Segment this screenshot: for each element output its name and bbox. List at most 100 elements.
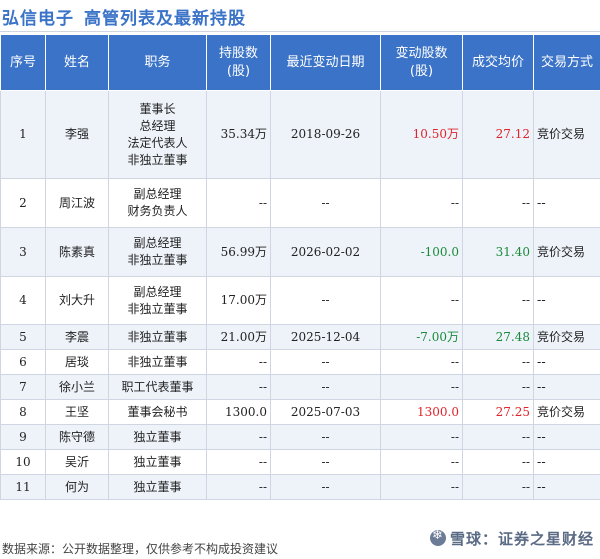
table-row: 2 周江波 副总经理 财务负责人 -- -- -- -- -- bbox=[0, 178, 600, 228]
cell-method: -- bbox=[533, 349, 600, 375]
role-line: 副总经理 bbox=[133, 284, 182, 299]
cell-no: 4 bbox=[0, 276, 46, 325]
table-row: 4 刘大升 副总经理 非独立董事 17.00万 -- -- -- -- bbox=[0, 276, 600, 325]
cell-role: 非独立董事 bbox=[108, 349, 207, 375]
cell-price: 27.48 bbox=[462, 324, 534, 350]
role-line: 董事长 bbox=[139, 101, 176, 116]
role-line: 总经理 bbox=[139, 118, 176, 133]
cell-no: 3 bbox=[0, 227, 46, 277]
table-row: 5 李震 非独立董事 21.00万 2025-12-04 -7.00万 27.48 竞价交易 bbox=[0, 324, 600, 350]
col-header-text: 姓名 bbox=[63, 54, 90, 70]
cell-price: -- bbox=[462, 374, 534, 400]
cell-price: -- bbox=[462, 424, 534, 450]
cell-no: 7 bbox=[0, 374, 46, 400]
role-line: 独立董事 bbox=[133, 454, 182, 469]
cell-date: -- bbox=[270, 424, 381, 450]
col-header-text: (股) bbox=[226, 63, 251, 79]
cell-change: -- bbox=[380, 474, 463, 500]
cell-date: -- bbox=[270, 178, 381, 228]
cell-method: -- bbox=[533, 424, 600, 450]
cell-change: 10.50万 bbox=[380, 90, 463, 179]
cell-method: -- bbox=[533, 178, 600, 228]
cell-price: -- bbox=[462, 474, 534, 500]
cell-no: 1 bbox=[0, 90, 46, 179]
cell-role: 独立董事 bbox=[108, 449, 207, 475]
cell-name: 李震 bbox=[45, 324, 109, 350]
role-line: 非独立董事 bbox=[127, 354, 188, 369]
cell-no: 10 bbox=[0, 449, 46, 475]
cell-shares: -- bbox=[206, 178, 271, 228]
role-line: 副总经理 bbox=[133, 236, 182, 250]
cell-method: 竞价交易 bbox=[533, 90, 600, 179]
cell-role: 董事会秘书 bbox=[108, 399, 207, 425]
cell-role: 职工代表董事 bbox=[108, 374, 207, 400]
company-name: 弘信电子 bbox=[2, 8, 74, 29]
cell-method: -- bbox=[533, 474, 600, 500]
role-line: 董事会秘书 bbox=[127, 404, 188, 419]
table-body: 1 李强 董事长 总经理 法定代表人 非独立董事 35.34万 2018-09-26 10.50… bbox=[0, 90, 600, 500]
col-header-text: 交易方式 bbox=[540, 54, 593, 70]
cell-change: -- bbox=[380, 276, 463, 325]
role-line: 非独立董事 bbox=[127, 253, 188, 267]
cell-change: -- bbox=[380, 424, 463, 450]
cell-name: 陈守德 bbox=[45, 424, 109, 450]
col-header-date: 最近变动日期 bbox=[270, 34, 381, 91]
cell-role: 独立董事 bbox=[108, 474, 207, 500]
col-header-text: 序号 bbox=[9, 54, 36, 70]
title-bar: 弘信电子 高管列表及最新持股 bbox=[0, 0, 600, 32]
cell-price: 31.40 bbox=[462, 227, 534, 277]
cell-role: 副总经理 非独立董事 bbox=[108, 227, 207, 277]
table-row: 9 陈守德 独立董事 -- -- -- -- -- bbox=[0, 424, 600, 450]
cell-date: -- bbox=[270, 374, 381, 400]
col-header-change: 变动股数 (股) bbox=[380, 34, 463, 91]
cell-price: 27.25 bbox=[462, 399, 534, 425]
col-header-role: 职务 bbox=[108, 34, 207, 91]
cell-shares: 56.99万 bbox=[206, 227, 271, 277]
role-line: 非独立董事 bbox=[127, 301, 188, 316]
cell-change: 1300.0 bbox=[380, 399, 463, 425]
cell-date: -- bbox=[270, 474, 381, 500]
role-line: 非独立董事 bbox=[127, 152, 188, 167]
role-line: 非独立董事 bbox=[127, 329, 188, 344]
col-header-text: 最近变动日期 bbox=[286, 54, 365, 70]
cell-method: -- bbox=[533, 276, 600, 325]
cell-method: -- bbox=[533, 374, 600, 400]
cell-shares: 17.00万 bbox=[206, 276, 271, 325]
col-header-text: 成交均价 bbox=[471, 54, 524, 70]
role-line: 独立董事 bbox=[133, 429, 182, 444]
cell-shares: 35.34万 bbox=[206, 90, 271, 179]
col-header-no: 序号 bbox=[0, 34, 46, 91]
cell-shares: 21.00万 bbox=[206, 324, 271, 350]
cell-name: 刘大升 bbox=[45, 276, 109, 325]
table-row: 3 陈素真 副总经理 非独立董事 56.99万 2026-02-02 -100.0 31.40… bbox=[0, 227, 600, 277]
cell-role: 非独立董事 bbox=[108, 324, 207, 350]
cell-name: 何为 bbox=[45, 474, 109, 500]
cell-no: 2 bbox=[0, 178, 46, 228]
cell-method: 竞价交易 bbox=[533, 399, 600, 425]
cell-shares: -- bbox=[206, 449, 271, 475]
cell-name: 李强 bbox=[45, 90, 109, 179]
cell-change: -100.0 bbox=[380, 227, 463, 277]
cell-price: -- bbox=[462, 349, 534, 375]
cell-name: 王坚 bbox=[45, 399, 109, 425]
col-header-shares: 持股数 (股) bbox=[206, 34, 271, 91]
title-divider bbox=[0, 31, 600, 32]
cell-change: -- bbox=[380, 374, 463, 400]
cell-role: 董事长 总经理 法定代表人 非独立董事 bbox=[108, 90, 207, 179]
page-title: 高管列表及最新持股 bbox=[84, 8, 246, 29]
data-source-note: 数据来源：公开数据整理，仅供参考不构成投资建议 bbox=[2, 542, 279, 556]
table-row: 7 徐小兰 职工代表董事 -- -- -- -- -- bbox=[0, 374, 600, 400]
cell-date: -- bbox=[270, 276, 381, 325]
cell-change: -- bbox=[380, 449, 463, 475]
table-row: 6 居琰 非独立董事 -- -- -- -- -- bbox=[0, 349, 600, 375]
table-row: 11 何为 独立董事 -- -- -- -- -- bbox=[0, 474, 600, 500]
cell-date: -- bbox=[270, 349, 381, 375]
cell-shares: -- bbox=[206, 474, 271, 500]
cell-date: 2026-02-02 bbox=[270, 227, 381, 277]
role-line: 独立董事 bbox=[133, 479, 182, 494]
cell-shares: -- bbox=[206, 424, 271, 450]
cell-price: -- bbox=[462, 276, 534, 325]
cell-no: 9 bbox=[0, 424, 46, 450]
cell-role: 副总经理 财务负责人 bbox=[108, 178, 207, 228]
col-header-price: 成交均价 bbox=[462, 34, 534, 91]
